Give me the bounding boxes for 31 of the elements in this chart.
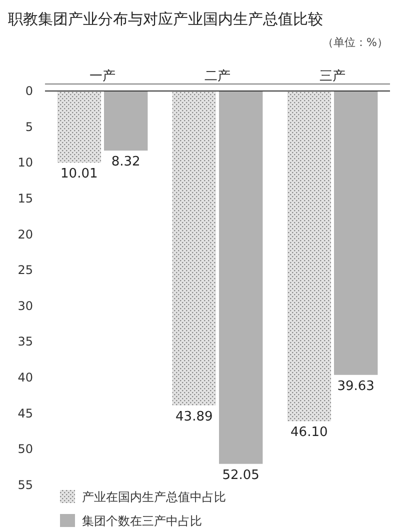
- y-tick-label: 0: [25, 84, 33, 98]
- data-label: 8.32: [111, 154, 140, 170]
- bar: [104, 91, 148, 151]
- chart-title: 职教集团产业分布与对应产业国内生产总值比较: [8, 10, 323, 28]
- data-label: 46.10: [290, 425, 328, 440]
- bar: [287, 91, 331, 422]
- x-tick-label: 一产: [90, 69, 116, 84]
- y-tick-label: 40: [18, 370, 33, 385]
- bar: [219, 91, 263, 464]
- y-tick-label: 15: [18, 191, 33, 206]
- y-tick-label: 45: [18, 406, 33, 420]
- data-label: 39.63: [337, 378, 374, 394]
- y-tick-label: 30: [18, 298, 33, 313]
- y-tick-label: 35: [18, 334, 33, 349]
- bar: [334, 91, 378, 375]
- data-label: 43.89: [176, 409, 213, 424]
- y-tick-label: 5: [25, 120, 33, 134]
- legend-label: 集团个数在三产中占比: [82, 514, 202, 528]
- y-tick-label: 10: [18, 156, 33, 170]
- data-label: 52.05: [222, 468, 260, 483]
- y-tick-label: 50: [18, 442, 33, 456]
- chart-subtitle: （单位：%）: [322, 36, 388, 49]
- x-tick-label: 二产: [204, 69, 230, 84]
- data-label: 10.01: [60, 166, 98, 182]
- legend-label: 产业在国内生产总值中占比: [82, 490, 226, 504]
- y-tick-label: 25: [18, 263, 33, 278]
- y-tick-label: 20: [18, 227, 33, 242]
- y-tick-label: 55: [18, 478, 33, 492]
- bar: [172, 91, 216, 406]
- bar: [57, 91, 101, 163]
- x-tick-label: 三产: [320, 69, 346, 84]
